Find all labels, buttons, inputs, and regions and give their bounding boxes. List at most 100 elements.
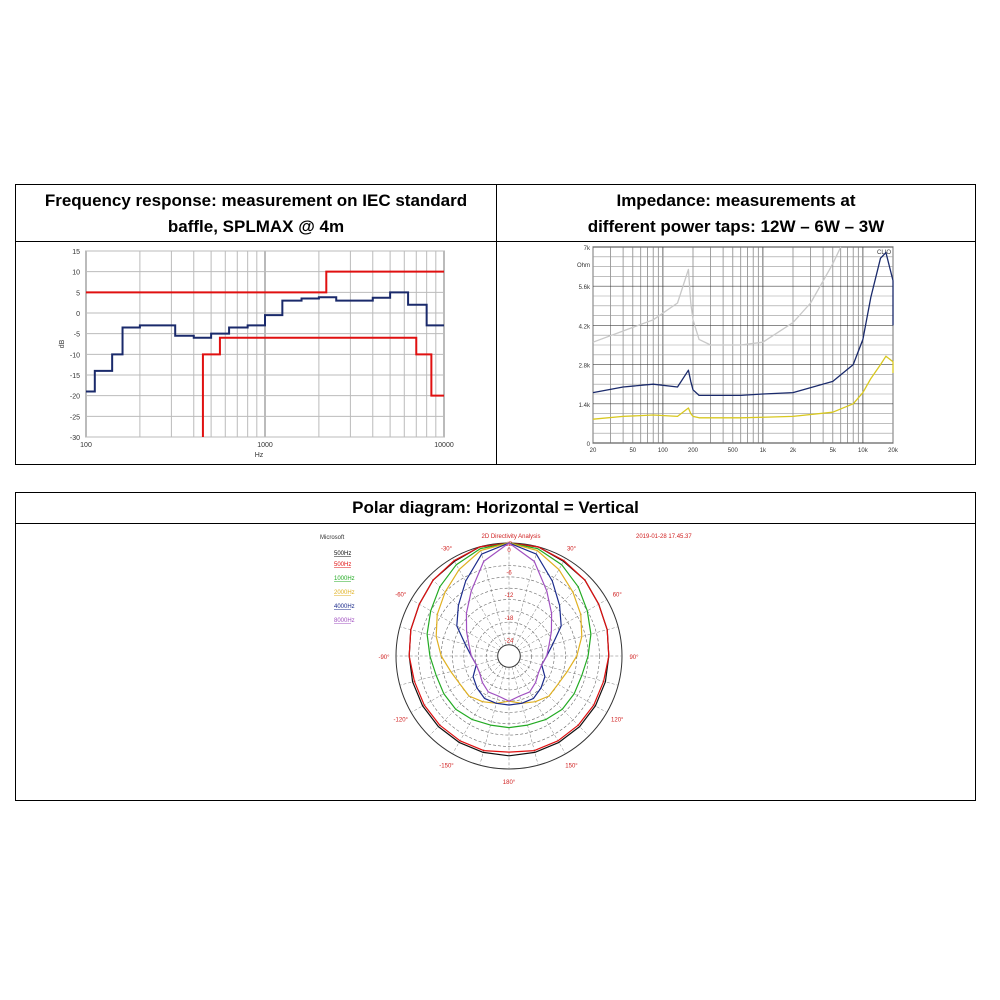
angle-label: 30° [567, 547, 577, 553]
polar-spoke [399, 658, 499, 686]
angle-label: 120° [611, 718, 624, 724]
y-tick-label: 4.2k [579, 324, 591, 330]
y-tick-label: -20 [70, 394, 80, 401]
polar-center-circle [497, 644, 521, 668]
polar-spoke [514, 665, 566, 754]
polar-timestamp: 2019-01-28 17.45.37 [636, 534, 692, 540]
y-axis-label: dB [59, 339, 66, 348]
polar-spoke [479, 666, 507, 766]
y-tick-label: 5 [76, 290, 80, 297]
freq-title-line2: baffle, SPLMAX @ 4m [167, 217, 345, 236]
polar-grid-circle [418, 565, 600, 747]
radial-tick-label: -24 [505, 638, 514, 644]
angle-label: -30° [441, 547, 453, 553]
x-tick-label: 5k [830, 448, 837, 454]
polar-spoke [399, 626, 499, 654]
impedance-chart: 7k Ohm 5.6k 4.2k 2.8k 1.4k 020 50 100 200 500 1k 2k 5… [577, 246, 899, 454]
polar-spoke [428, 575, 502, 649]
y-tick-label: 10 [72, 270, 80, 277]
y-tick-label: -30 [70, 435, 80, 442]
polar-title: Polar diagram: Horizontal = Vertical [352, 498, 639, 517]
polar-spoke [519, 626, 619, 654]
x-tick-label: 20k [888, 448, 899, 454]
impedance-title-line2: different power taps: 12W – 6W – 3W [587, 217, 885, 236]
x-tick-label: 10k [858, 448, 869, 454]
x-tick-label: 1000 [257, 442, 273, 449]
polar-spoke [516, 575, 590, 649]
x-axis-label: Hz [255, 452, 264, 459]
angle-label: 90° [629, 655, 639, 661]
impedance-title-line1: Impedance: measurements at [616, 191, 856, 210]
polar-spoke [518, 661, 607, 713]
y-tick-label: 7k [584, 246, 591, 252]
top-column-divider [496, 185, 497, 464]
polar-spoke [518, 599, 607, 651]
series-line-0 [592, 246, 842, 346]
angle-label: -60° [395, 593, 407, 599]
series-line-0 [86, 291, 444, 393]
radial-tick-label: -18 [505, 616, 514, 622]
angle-label: -120° [394, 718, 409, 724]
angle-label: 150° [565, 763, 578, 769]
radial-unit: dB [505, 542, 512, 548]
x-tick-label: 50 [629, 448, 636, 454]
polar-series-4 [456, 542, 562, 706]
y-tick-label: -5 [74, 332, 80, 339]
angle-label: -150° [439, 763, 454, 769]
series-line-1 [86, 270, 444, 294]
polar-spoke [479, 546, 507, 646]
series-line-2 [201, 336, 444, 437]
top-header-divider [16, 241, 975, 242]
polar-spoke [452, 665, 504, 754]
polar-spoke [511, 546, 539, 646]
y-tick-label: 0 [587, 442, 591, 448]
impedance-title-cell: Impedance: measurements at different pow… [497, 185, 975, 241]
x-tick-label: 500 [728, 448, 739, 454]
legend-label-3: 2000Hz [334, 590, 355, 596]
y-tick-label: 2.8k [579, 364, 591, 370]
y-tick-label: 15 [72, 249, 80, 256]
angle-label: 180° [503, 780, 516, 786]
legend-label-0: 500Hz [334, 551, 351, 557]
polar-spoke [514, 558, 566, 647]
polar-spoke [519, 658, 619, 686]
bottom-panel: Polar diagram: Horizontal = Vertical Mic… [15, 492, 976, 801]
series-line-1 [592, 251, 894, 397]
angle-label: -90° [378, 655, 390, 661]
freq-title-line1: Frequency response: measurement on IEC s… [44, 191, 468, 210]
polar-spoke [411, 599, 500, 651]
series-line-2 [592, 355, 894, 420]
polar-series-5 [465, 542, 553, 702]
polar-spoke [516, 663, 590, 737]
polar-series-1 [408, 542, 610, 753]
x-tick-label: 100 [658, 448, 669, 454]
y-tick-label: -15 [70, 373, 80, 380]
top-panel: Frequency response: measurement on IEC s… [15, 184, 976, 465]
x-tick-label: 100 [80, 442, 92, 449]
y-tick-label: Ohm [577, 263, 590, 269]
bottom-header-divider [16, 523, 975, 524]
radial-tick-label: -6 [506, 571, 512, 577]
polar-diagram-chart: Microsoft 2D Directivity Analysis 2019-01-… [320, 534, 692, 786]
x-tick-label: 200 [688, 448, 699, 454]
legend-label-4: 4000Hz [334, 604, 355, 610]
polar-title: 2D Directivity Analysis [481, 534, 540, 540]
radial-tick-label: 0 [507, 548, 511, 554]
polar-spoke [452, 558, 504, 647]
freq-title-cell: Frequency response: measurement on IEC s… [16, 185, 496, 241]
x-tick-label: 1k [760, 448, 767, 454]
polar-spoke [411, 661, 500, 713]
x-tick-label: 2k [790, 448, 797, 454]
legend-label-2: 1000Hz [334, 576, 355, 582]
x-tick-label: 20 [590, 448, 597, 454]
y-tick-label: 0 [76, 311, 80, 318]
clio-label: CLIO [877, 250, 891, 256]
y-tick-label: -10 [70, 352, 80, 359]
y-tick-label: 1.4k [579, 403, 591, 409]
radial-tick-label: -12 [505, 593, 514, 599]
legend-label-1: 500Hz [334, 562, 351, 568]
legend-label-5: 8000Hz [334, 618, 355, 624]
polar-header: Microsoft [320, 535, 345, 541]
y-tick-label: -25 [70, 414, 80, 421]
